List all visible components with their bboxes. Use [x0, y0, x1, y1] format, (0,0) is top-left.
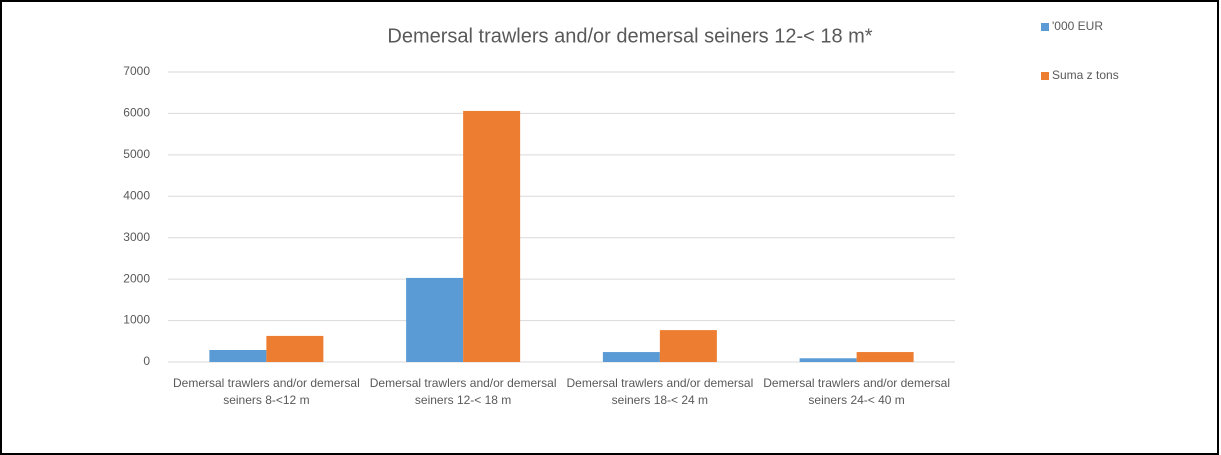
- chart-title: Demersal trawlers and/or demersal seiner…: [387, 25, 872, 47]
- y-tick-label: 6000: [123, 106, 150, 120]
- bar: [799, 358, 857, 362]
- bar: [463, 110, 521, 362]
- bar: [266, 335, 324, 362]
- bar: [856, 352, 914, 362]
- x-tick-label: Demersal trawlers and/or demersal seiner…: [369, 376, 557, 407]
- y-tick-label: 0: [143, 354, 150, 368]
- x-tick-label: Demersal trawlers and/or demersal seiner…: [763, 376, 950, 407]
- legend-label: '000 EUR: [1052, 19, 1103, 33]
- y-tick-label: 1000: [123, 313, 150, 327]
- bar: [602, 352, 660, 362]
- x-tick-label: Demersal trawlers and/or demersal seiner…: [173, 376, 360, 407]
- y-tick-label: 5000: [123, 147, 150, 161]
- x-tick-label: Demersal trawlers and/or demersal seiner…: [566, 376, 754, 407]
- bar: [406, 277, 464, 362]
- bar: [659, 330, 717, 362]
- bar: [209, 349, 267, 362]
- y-tick-label: 3000: [123, 230, 150, 244]
- y-tick-label: 4000: [123, 188, 150, 202]
- legend-swatch: [1041, 72, 1049, 80]
- y-tick-label: 7000: [123, 64, 150, 78]
- legend-swatch: [1041, 23, 1049, 31]
- legend-label: Suma z tons: [1052, 68, 1119, 82]
- y-tick-label: 2000: [123, 271, 150, 285]
